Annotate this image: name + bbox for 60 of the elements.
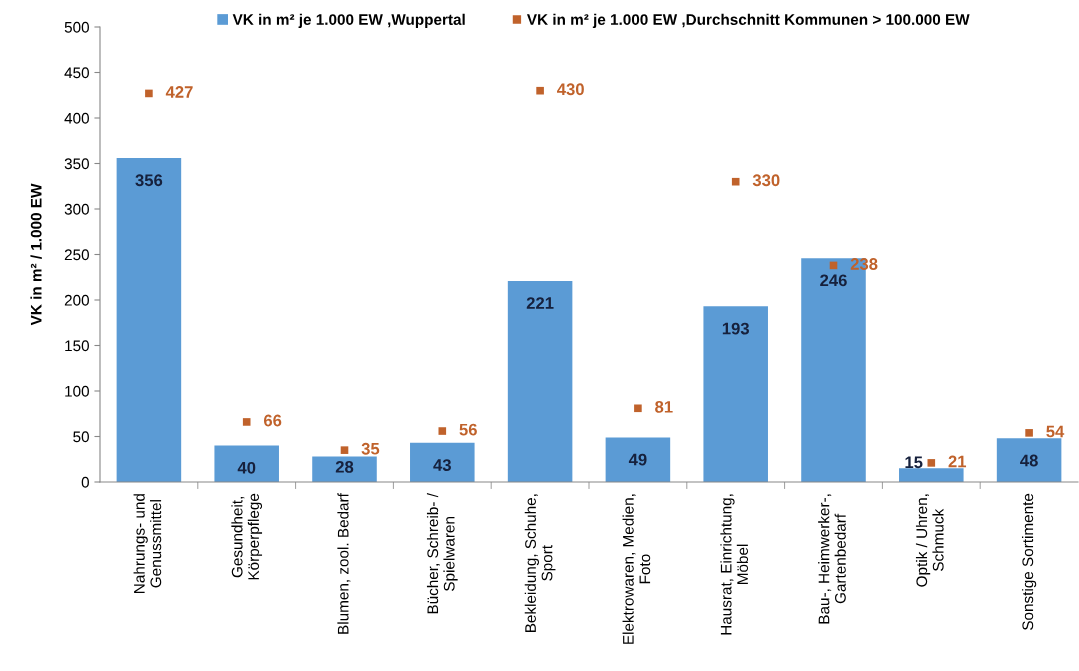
point xyxy=(634,404,642,413)
data-label: 427 xyxy=(165,86,193,98)
bar xyxy=(899,468,964,482)
data-label: 66 xyxy=(263,414,282,427)
bar xyxy=(410,442,475,482)
y-tick-label: 200 xyxy=(64,294,89,306)
bar xyxy=(996,438,1062,482)
y-tick-label: 250 xyxy=(64,249,89,261)
bar xyxy=(507,280,573,482)
y-tick-label: 100 xyxy=(65,385,89,397)
x-tick-label: Bekleidung, Schuhe, Sport xyxy=(524,494,556,632)
point xyxy=(731,177,740,186)
y-tick-label: 150 xyxy=(65,340,89,352)
data-label: 28 xyxy=(335,460,354,473)
y-tick-label: 300 xyxy=(64,203,89,215)
x-tick-label: Hausrat, Einrichtung, Möbel xyxy=(720,494,749,635)
point xyxy=(927,459,936,467)
data-label: 56 xyxy=(459,423,477,436)
bar xyxy=(116,158,182,482)
legend-label: VK in m² je 1.000 EW ,Durchschnitt Kommunen > 100.000 EW xyxy=(526,13,970,28)
x-tick-label: Nahrungs- und Genussmittel xyxy=(133,494,162,593)
y-tick-label: 50 xyxy=(73,431,89,443)
data-label: 48 xyxy=(1020,454,1038,467)
point xyxy=(438,427,447,435)
x-tick-label: Blumen, zool. Bedarf xyxy=(337,493,351,634)
point xyxy=(1025,429,1033,437)
data-label: 330 xyxy=(752,174,780,187)
data-label: 81 xyxy=(655,400,673,413)
y-tick-label: 450 xyxy=(64,67,89,79)
data-label: 35 xyxy=(361,442,380,455)
point xyxy=(242,418,251,426)
bar xyxy=(214,445,279,482)
legend-label: VK in m² je 1.000 EW ,Wuppertal xyxy=(232,13,465,28)
data-label: 246 xyxy=(820,274,847,287)
data-label: 221 xyxy=(526,297,554,309)
data-label: 15 xyxy=(905,456,923,469)
point xyxy=(340,446,349,454)
x-tick-label: Optik / Uhren, Schmuck xyxy=(915,494,944,587)
y-tick-label: 500 xyxy=(64,21,89,33)
data-label: 193 xyxy=(722,322,749,335)
x-tick-label: Bücher, Schreib- / Spielwaren xyxy=(426,493,458,614)
data-label: 49 xyxy=(628,453,647,466)
x-tick-label: Gesundheit, Körperpflege xyxy=(231,493,263,580)
y-tick-label: 400 xyxy=(64,112,89,124)
data-label: 43 xyxy=(433,459,451,471)
x-tick-label: Bau-, Heimwerker-, Gartenbedarf xyxy=(818,494,846,624)
y-axis-title: VK in m² / 1.000 EW xyxy=(30,183,42,326)
y-tick-label: 0 xyxy=(81,476,89,488)
data-label: 356 xyxy=(135,174,163,187)
y-tick-label: 350 xyxy=(64,158,89,170)
point xyxy=(145,89,153,98)
data-label: 430 xyxy=(557,83,584,96)
bar xyxy=(703,306,768,482)
data-label: 54 xyxy=(1046,425,1065,438)
x-tick-label: Sonstige Sortimente xyxy=(1021,493,1037,630)
point xyxy=(536,86,544,95)
data-label: 21 xyxy=(948,455,967,468)
bar xyxy=(605,437,671,482)
x-tick-label: Elektrowaren, Medien, Foto xyxy=(622,494,651,644)
data-label: 40 xyxy=(237,461,256,474)
